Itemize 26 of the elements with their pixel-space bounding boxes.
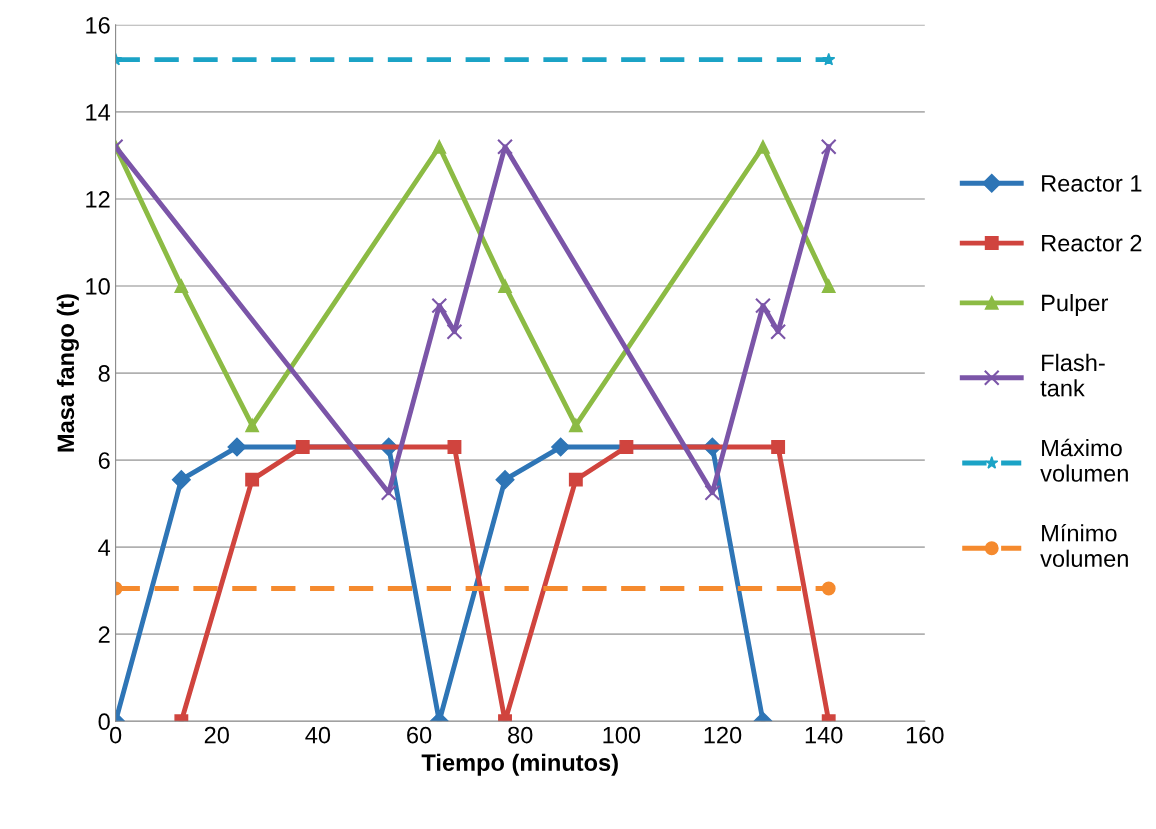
y-axis-title: Masa fango (t) xyxy=(56,294,79,452)
y-tick-label: 10 xyxy=(86,278,110,295)
y-tick-label: 16 xyxy=(86,16,110,34)
y-tick-label: 12 xyxy=(86,191,110,208)
x-axis-title: Tiempo (minutos) xyxy=(421,753,618,776)
x-tick-label: 20 xyxy=(204,726,229,744)
x-tick-label: 60 xyxy=(407,726,432,744)
legend-label: Reactor 2 xyxy=(1042,234,1142,252)
legend-label: Reactor 1 xyxy=(1042,175,1142,192)
x-tick-label: 120 xyxy=(704,726,742,744)
y-tick-label: 8 xyxy=(98,365,110,382)
x-tick-label: 160 xyxy=(906,726,944,744)
legend-label: Mínimo volumen xyxy=(1040,523,1128,568)
x-tick-label: 0 xyxy=(109,726,122,744)
y-tick-label: 6 xyxy=(98,452,110,469)
y-tick-label: 4 xyxy=(98,539,111,556)
x-tick-label: 80 xyxy=(508,726,533,744)
legend-label: Máximo volumen xyxy=(1040,438,1128,482)
legend-label: Pulper xyxy=(1042,294,1109,317)
y-tick-label: 2 xyxy=(98,626,110,643)
x-tick-label: 140 xyxy=(805,726,843,744)
x-tick-label: 40 xyxy=(305,726,331,744)
y-tick-label: 14 xyxy=(86,104,111,121)
y-tick-label: 0 xyxy=(98,713,110,731)
x-tick-label: 100 xyxy=(603,726,641,744)
legend-label: Flash- tank xyxy=(1040,353,1105,397)
